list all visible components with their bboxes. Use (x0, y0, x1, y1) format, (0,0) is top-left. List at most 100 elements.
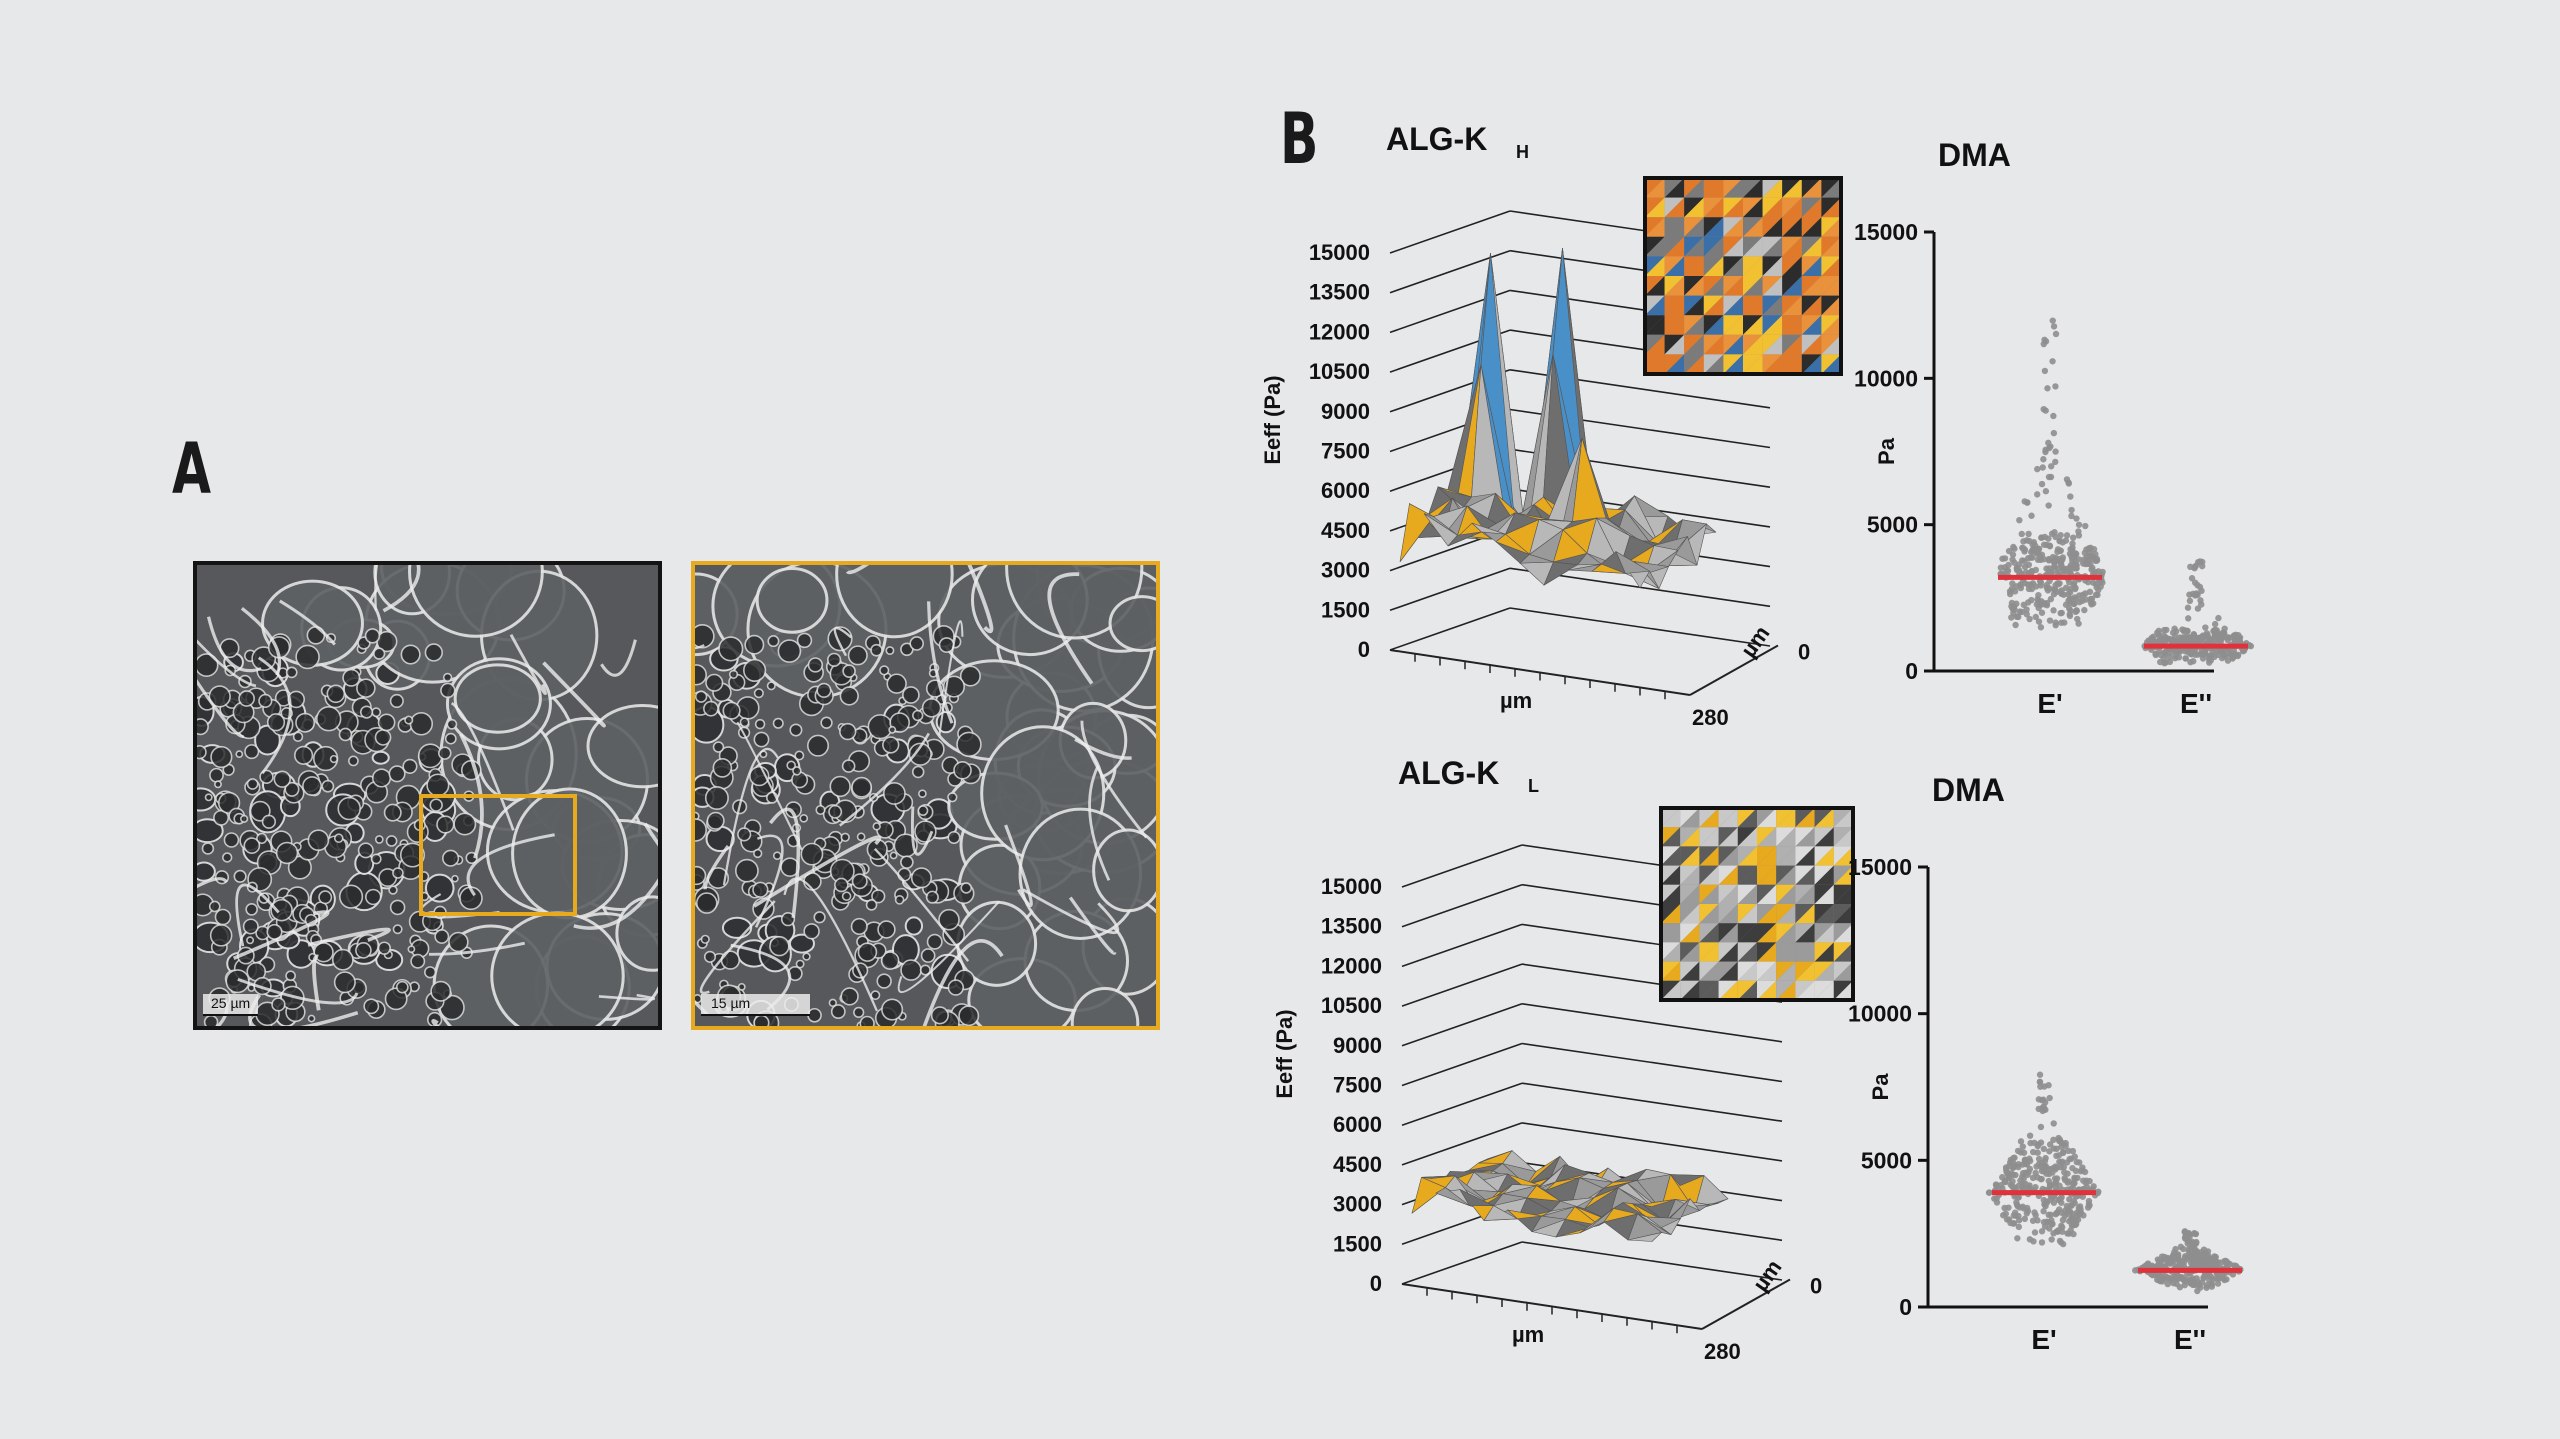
sem-ridge (197, 639, 257, 688)
dma-point (2166, 654, 2173, 661)
sem-pore (337, 796, 362, 821)
dma-point (2001, 1178, 2008, 1185)
surface-facet (1478, 1150, 1513, 1164)
dma-point (2050, 590, 2058, 598)
inset-cell (1684, 178, 1704, 198)
inset-cell (1737, 884, 1757, 904)
inset-cell (1762, 197, 1783, 218)
dma-point (2021, 563, 2029, 571)
dma-point (2012, 621, 2019, 629)
dma-point (2044, 587, 2052, 594)
dma-point (2196, 583, 2204, 591)
inset-cell (1737, 904, 1757, 924)
dma-point (2021, 546, 2029, 553)
sem-cell (1092, 828, 1156, 913)
dma-point (2206, 652, 2214, 659)
inset-cell (1757, 904, 1777, 924)
inset-cell (1821, 295, 1841, 316)
sem-pore (850, 917, 868, 936)
dma-point (2059, 1216, 2067, 1224)
inset-cell (1782, 295, 1802, 316)
inset-cell (1782, 178, 1802, 198)
surface-facet (1554, 1164, 1591, 1183)
inset-cell (1684, 236, 1704, 257)
sem-pore (953, 761, 972, 780)
dma-point (2075, 521, 2083, 528)
dma-point (2230, 632, 2238, 639)
sem-pore (246, 778, 259, 790)
sem-ridge (643, 822, 658, 847)
sem-pore (947, 792, 958, 803)
dma-point (2188, 1244, 2196, 1251)
sem-cell (197, 818, 224, 844)
dma-point (2067, 607, 2074, 614)
dma-point (2035, 618, 2043, 625)
dma-point (2048, 530, 2056, 537)
z-grid-line (1401, 1003, 1523, 1047)
dma-y-label: Pa (1874, 437, 1899, 465)
inset-cell (1821, 236, 1841, 257)
inset-cell (1645, 276, 1665, 296)
sem-pore (766, 681, 776, 691)
inset-cell (1661, 827, 1681, 847)
sem-ridge (257, 656, 292, 775)
inset-cell (1757, 884, 1777, 904)
inset-cell (1801, 236, 1822, 257)
sem-pore (377, 713, 396, 732)
z-tick-label: 1500 (1333, 1231, 1382, 1256)
inset-cell (1762, 354, 1783, 374)
dma-bottom-chart: DMA 0 5000 10000 15000 Pa E' E'' (1848, 772, 2244, 1355)
dma-point (2071, 594, 2078, 601)
sem-pore (434, 929, 450, 944)
dma-y-tick-label: 5000 (1861, 1147, 1912, 1173)
sem-ridge (1022, 888, 1120, 935)
sem-cell (371, 750, 390, 765)
z-tick-label: 4500 (1333, 1152, 1382, 1177)
inset-cell (1664, 315, 1685, 335)
surface-facet (1421, 1175, 1456, 1179)
sem-pore (363, 998, 380, 1015)
dma-point (1999, 555, 2006, 562)
dma-point (2188, 575, 2196, 582)
sem-pore (920, 948, 936, 963)
sem-pore (704, 785, 729, 810)
sem-pore (767, 635, 780, 648)
dma-point (2072, 608, 2079, 616)
inset-cell (1757, 923, 1777, 943)
dma-point (2164, 1280, 2171, 1288)
dma-point (2040, 1145, 2048, 1153)
surface-facet (1591, 563, 1626, 574)
dma-point (2024, 1171, 2031, 1178)
inset-cell (1795, 942, 1815, 962)
sem-pore (800, 842, 824, 866)
dma-point (2011, 588, 2019, 595)
inset-cell (1699, 980, 1719, 1000)
dma-point (2211, 632, 2218, 639)
inset-cell (1743, 197, 1763, 218)
inset-cell (1661, 846, 1681, 866)
surface-facet (1528, 519, 1564, 556)
sem-texture (695, 565, 1156, 1026)
sem-pore (816, 682, 832, 698)
surface-title-subscript: L (1528, 776, 1539, 796)
inset-cell (1801, 315, 1822, 335)
sem-pore (223, 832, 240, 848)
dma-point (2009, 580, 2016, 587)
z-tick-label: 12000 (1321, 953, 1382, 978)
surface-facet (1507, 1209, 1542, 1220)
dma-point (2037, 624, 2045, 631)
sem-cell (453, 663, 542, 734)
dma-point (2020, 1175, 2027, 1182)
inset-cell (1645, 178, 1665, 198)
sem-ridge (428, 941, 526, 956)
x-end-label: 280 (1704, 1339, 1741, 1364)
sem-pore (355, 942, 372, 959)
sem-pore (886, 673, 907, 694)
dma-point (2220, 631, 2228, 638)
sem-pore (911, 765, 925, 779)
inset-cell (1762, 295, 1783, 316)
z-grid-line (1401, 963, 1523, 1007)
dma-point (2001, 1204, 2008, 1212)
dma-point (2187, 563, 2194, 570)
